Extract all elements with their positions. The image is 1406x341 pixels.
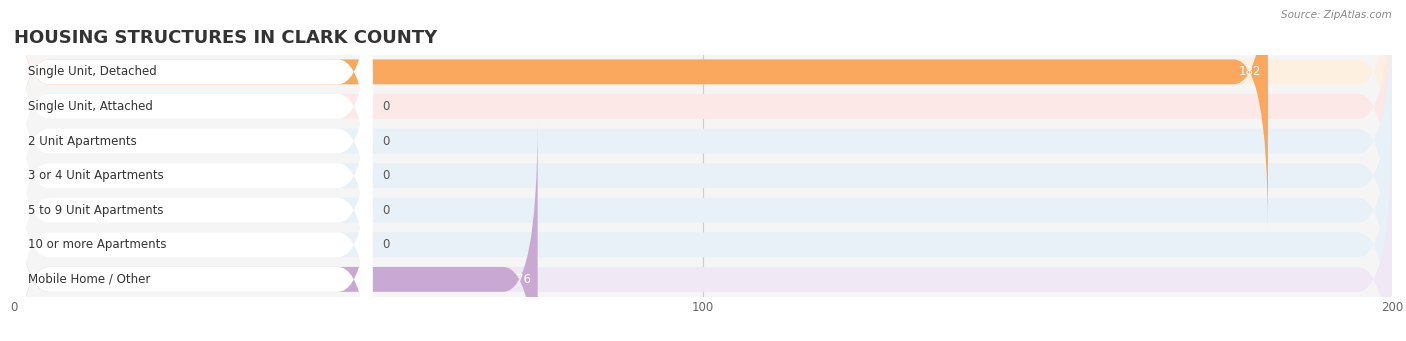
FancyBboxPatch shape bbox=[14, 0, 1268, 232]
FancyBboxPatch shape bbox=[14, 84, 373, 341]
Text: 0: 0 bbox=[382, 169, 389, 182]
FancyBboxPatch shape bbox=[14, 50, 373, 341]
FancyBboxPatch shape bbox=[14, 0, 373, 267]
Text: 182: 182 bbox=[1239, 65, 1261, 78]
FancyBboxPatch shape bbox=[14, 84, 1392, 341]
FancyBboxPatch shape bbox=[14, 119, 537, 341]
FancyBboxPatch shape bbox=[14, 50, 1392, 341]
Text: Single Unit, Detached: Single Unit, Detached bbox=[28, 65, 156, 78]
Text: 5 to 9 Unit Apartments: 5 to 9 Unit Apartments bbox=[28, 204, 163, 217]
Text: HOUSING STRUCTURES IN CLARK COUNTY: HOUSING STRUCTURES IN CLARK COUNTY bbox=[14, 29, 437, 47]
Text: 2 Unit Apartments: 2 Unit Apartments bbox=[28, 135, 136, 148]
FancyBboxPatch shape bbox=[14, 15, 1392, 336]
FancyBboxPatch shape bbox=[14, 0, 1392, 232]
Text: 10 or more Apartments: 10 or more Apartments bbox=[28, 238, 166, 251]
FancyBboxPatch shape bbox=[14, 0, 1392, 301]
FancyBboxPatch shape bbox=[14, 0, 373, 232]
Text: 0: 0 bbox=[382, 238, 389, 251]
FancyBboxPatch shape bbox=[14, 0, 1392, 267]
FancyBboxPatch shape bbox=[14, 15, 373, 336]
Text: 0: 0 bbox=[382, 100, 389, 113]
Text: 0: 0 bbox=[382, 204, 389, 217]
Text: 3 or 4 Unit Apartments: 3 or 4 Unit Apartments bbox=[28, 169, 163, 182]
FancyBboxPatch shape bbox=[14, 0, 373, 301]
Text: 76: 76 bbox=[516, 273, 531, 286]
FancyBboxPatch shape bbox=[14, 119, 1392, 341]
Text: Mobile Home / Other: Mobile Home / Other bbox=[28, 273, 150, 286]
Text: Source: ZipAtlas.com: Source: ZipAtlas.com bbox=[1281, 10, 1392, 20]
Text: Single Unit, Attached: Single Unit, Attached bbox=[28, 100, 153, 113]
Text: 0: 0 bbox=[382, 135, 389, 148]
FancyBboxPatch shape bbox=[14, 119, 373, 341]
